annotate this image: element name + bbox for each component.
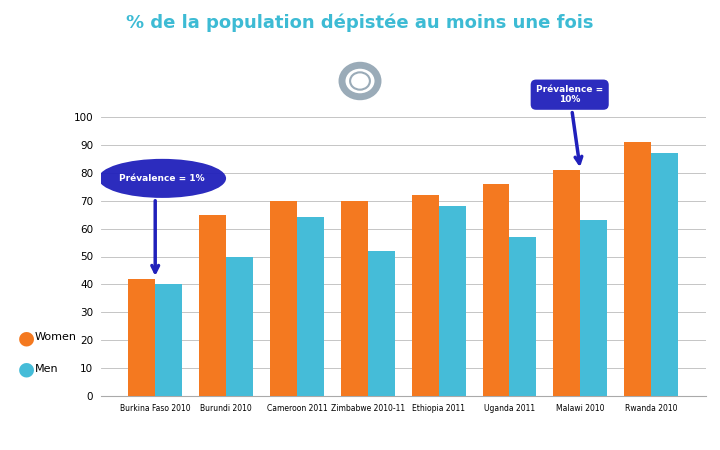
- Text: Men: Men: [35, 364, 58, 374]
- Bar: [199, 215, 226, 396]
- Bar: [368, 251, 395, 396]
- Text: ●: ●: [18, 360, 35, 378]
- Bar: [297, 217, 324, 396]
- Ellipse shape: [99, 159, 226, 198]
- Bar: [651, 153, 678, 396]
- Bar: [438, 206, 466, 396]
- Bar: [554, 170, 580, 396]
- Bar: [156, 284, 182, 396]
- Text: % de la population dépistée au moins une fois: % de la population dépistée au moins une…: [126, 14, 594, 32]
- Bar: [128, 279, 156, 396]
- Text: ●: ●: [18, 328, 35, 347]
- Bar: [510, 237, 536, 396]
- Text: Prévalence =
10%: Prévalence = 10%: [536, 85, 603, 163]
- Bar: [341, 201, 368, 396]
- Bar: [412, 195, 438, 396]
- Bar: [482, 184, 510, 396]
- Bar: [270, 201, 297, 396]
- Text: Prévalence = 1%: Prévalence = 1%: [120, 174, 205, 183]
- Text: 39: 39: [695, 428, 709, 438]
- Text: Women: Women: [35, 333, 76, 342]
- Bar: [226, 256, 253, 396]
- Bar: [624, 142, 651, 396]
- Text: Source: Demographic and Health Surveys: Source: Demographic and Health Surveys: [7, 428, 225, 438]
- Bar: [580, 220, 607, 396]
